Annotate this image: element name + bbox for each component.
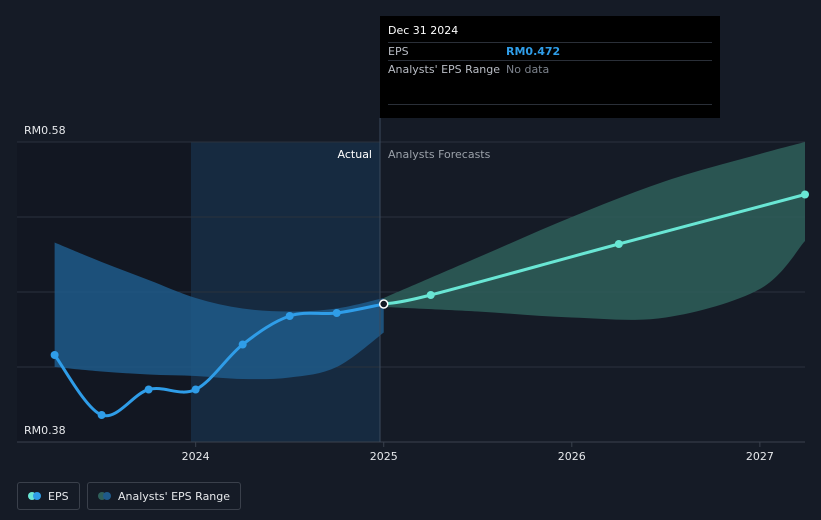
eps-forecast-point[interactable]: [801, 190, 809, 199]
eps-points: [50, 190, 809, 419]
legend-eps-button[interactable]: EPS: [17, 482, 80, 510]
range-legend-icon: [98, 492, 111, 500]
tooltip-divider: [388, 104, 712, 105]
actual-label: Actual: [338, 148, 372, 161]
eps-actual-point[interactable]: [144, 385, 153, 394]
x-axis-ticks: 2024 2025 2026 2027: [182, 442, 774, 463]
tooltip-range-label: Analysts' EPS Range: [388, 63, 501, 76]
y-bottom-label: RM0.38: [24, 424, 66, 437]
eps-actual-point[interactable]: [285, 312, 294, 320]
eps-actual-point[interactable]: [97, 411, 106, 419]
legend-eps-label: EPS: [48, 489, 69, 503]
eps-forecast-point[interactable]: [614, 240, 623, 248]
eps-highlight-point[interactable]: [378, 299, 389, 309]
forecast-eps-range-band: [383, 142, 805, 320]
eps-actual-point[interactable]: [50, 351, 59, 359]
forecast-label: Analysts Forecasts: [388, 148, 491, 161]
eps-legend-icon: [28, 492, 41, 500]
legend-range-button[interactable]: Analysts' EPS Range: [87, 482, 242, 510]
actual-eps-range-band: [54, 242, 384, 380]
x-tick-label: 2025: [370, 450, 398, 463]
x-tick-label: 2024: [182, 450, 210, 463]
eps-forecast-point[interactable]: [426, 291, 435, 299]
data-tooltip: Dec 31 2024 EPS RM0.472 Analysts' EPS Ra…: [380, 16, 720, 118]
tooltip-date: Dec 31 2024: [388, 24, 459, 37]
tooltip-eps-row: EPS RM0.472: [388, 42, 712, 60]
eps-actual-point[interactable]: [332, 309, 341, 317]
tooltip-eps-value: RM0.472: [506, 45, 561, 58]
eps-actual-point[interactable]: [238, 340, 247, 349]
x-tick-label: 2026: [558, 450, 586, 463]
eps-actual-point[interactable]: [191, 385, 200, 394]
tooltip-range-row: Analysts' EPS Range No data: [388, 60, 712, 78]
tooltip-eps-label: EPS: [388, 45, 409, 58]
eps-range-bands: [54, 142, 805, 380]
x-tick-label: 2027: [746, 450, 774, 463]
y-top-label: RM0.58: [24, 124, 66, 137]
legend-range-label: Analysts' EPS Range: [118, 489, 231, 503]
tooltip-range-value: No data: [506, 63, 550, 76]
eps-forecast-line: [382, 193, 807, 306]
